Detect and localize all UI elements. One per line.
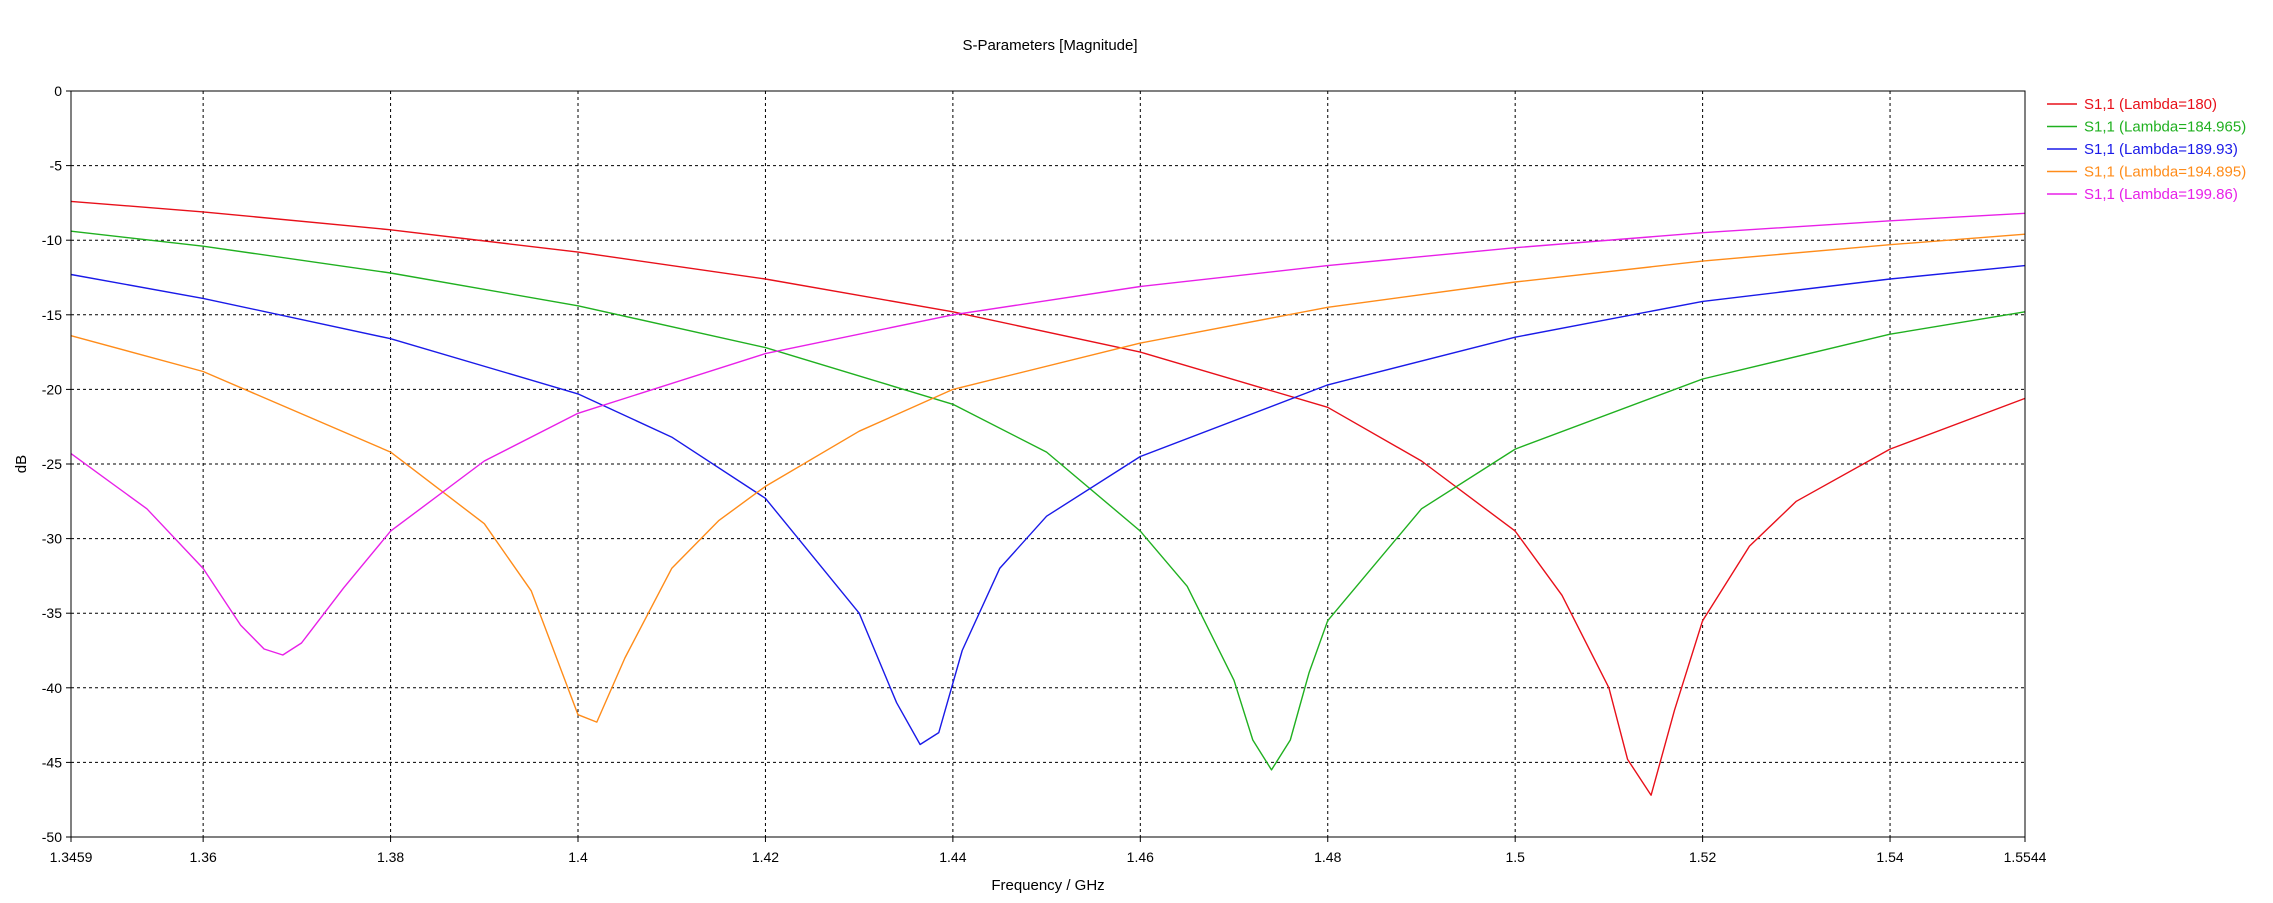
- series-lines: [70, 200, 2026, 796]
- series-line-1: [70, 200, 2026, 796]
- legend-label: S1,1 (Lambda=199.86): [2084, 186, 2238, 203]
- y-tick-label: -15: [42, 307, 62, 323]
- y-tick-label: -35: [42, 605, 62, 621]
- x-tick-label: 1.36: [190, 849, 217, 865]
- series-line-3: [70, 264, 2026, 746]
- x-tick-label: 1.46: [1127, 849, 1154, 865]
- y-tick-label: -50: [42, 829, 62, 845]
- legend-label: S1,1 (Lambda=189.93): [2084, 141, 2238, 158]
- series-line-2: [70, 230, 2026, 771]
- x-tick-label: 1.5: [1505, 849, 1525, 865]
- x-tick-label: 1.38: [377, 849, 404, 865]
- x-tick-label: 1.54: [1876, 849, 1903, 865]
- chart-title: S-Parameters [Magnitude]: [962, 37, 1137, 54]
- plot-frame: [70, 90, 2026, 838]
- x-tick-label: 1.52: [1689, 849, 1716, 865]
- y-tick-label: -45: [42, 754, 62, 770]
- legend-label: S1,1 (Lambda=184.965): [2084, 119, 2246, 136]
- y-tick-label: -5: [50, 158, 63, 174]
- x-tick-label: 1.44: [939, 849, 966, 865]
- x-tick-label: 1.3459: [50, 849, 93, 865]
- y-tick-label: -20: [42, 381, 62, 397]
- x-axis-ticks: 1.3459 1.36 1.38 1.4 1.42 1.44 1.46 1.48 1.5 1.52…: [50, 837, 2047, 865]
- x-axis-label: Frequency / GHz: [991, 877, 1104, 894]
- x-tick-label: 1.4: [568, 849, 588, 865]
- legend: S1,1 (Lambda=180) S1,1 (Lambda=184.965) S1…: [2047, 96, 2246, 203]
- y-axis-label: dB: [13, 455, 30, 473]
- y-tick-label: 0: [54, 83, 62, 99]
- y-tick-label: -25: [42, 456, 62, 472]
- x-tick-label: 1.48: [1314, 849, 1341, 865]
- grid-lines: [71, 91, 2025, 837]
- y-tick-label: -10: [42, 232, 62, 248]
- series-line-4: [70, 233, 2026, 723]
- legend-label: S1,1 (Lambda=194.895): [2084, 164, 2246, 181]
- legend-label: S1,1 (Lambda=180): [2084, 96, 2217, 113]
- x-tick-label: 1.42: [752, 849, 779, 865]
- y-tick-label: -40: [42, 680, 62, 696]
- y-axis-ticks: 0 -5 -10 -15 -20 -25 -30 -35 -40 -45 -50: [42, 83, 71, 845]
- x-tick-label: 1.5544: [2004, 849, 2047, 865]
- y-tick-label: -30: [42, 531, 62, 547]
- series-line-5: [70, 212, 2026, 656]
